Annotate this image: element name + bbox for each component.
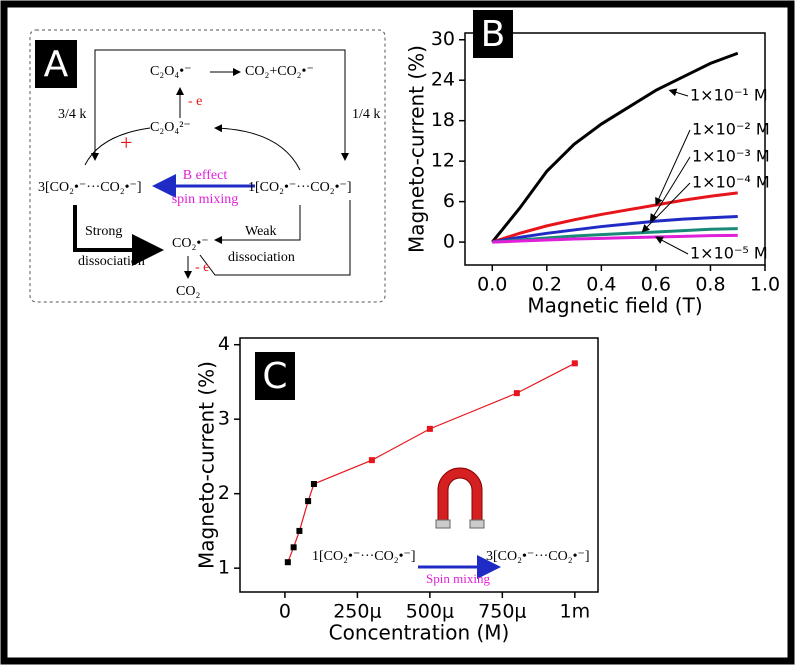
x-tick-label: 750μ [478,601,526,623]
label: - e [188,94,202,109]
arrow [214,124,301,171]
data-point [305,498,312,505]
label: - e [195,260,209,275]
y-tick-label: 12 [431,150,455,172]
data-point [368,457,375,464]
y-tick-label: 0 [443,231,455,253]
data-line [492,233,738,244]
series-label: 1×10⁻⁴ M [692,173,770,192]
label: Weak [245,224,277,239]
x-tick-label: 1.0 [750,274,780,296]
panel-label-box [35,40,77,88]
panel-label: C [262,356,287,397]
node: CO₂+CO₂•⁻ [245,64,314,79]
label: spin mixing [172,192,239,207]
panel-label: B [481,14,506,55]
axes-frame [464,32,766,266]
inset-label: 3[CO₂•⁻···CO₂•⁻] [486,549,590,564]
arrow [84,127,151,166]
x-tick-label: 0.2 [532,274,562,296]
y-tick-label: 30 [431,28,455,50]
data-line [492,227,738,244]
data-point [571,360,578,367]
x-tick-label: 250μ [333,601,381,623]
x-tick-label: 0 [279,601,291,623]
annotation-arrow [649,156,691,223]
blocked: + [120,130,132,155]
data-line [491,51,739,244]
series-label: 1×10⁻² M [692,120,770,139]
y-tick-label: 18 [431,109,455,131]
data-line [492,214,738,244]
data-point [310,480,317,487]
data-line [491,191,738,244]
magnet [435,467,485,529]
x-tick-label: 0.4 [586,274,616,296]
node: C₂O₄•⁻ [150,64,192,79]
annotation-arrow [655,129,691,206]
label: 3/4 k [58,107,86,122]
data-point [290,544,297,551]
data-point [513,390,520,397]
x-tick-label: 0.6 [641,274,671,296]
x-tick-label: 0.0 [477,274,507,296]
node: CO₂ [176,284,200,299]
label: dissociation [78,254,145,269]
annotation-arrow [655,236,689,255]
label: B effect [183,168,228,183]
x-tick-label: 0.8 [695,274,725,296]
y-tick-label: 4 [218,333,230,355]
axes-frame [239,337,599,593]
x-axis-label: Concentration (M) [329,621,510,645]
label: 1/4 k [352,107,380,122]
label: dissociation [228,250,295,265]
data-point [296,527,303,534]
label: Strong [85,224,122,239]
y-axis-label: Magneto-current (%) [405,45,429,253]
series-label: 1×10⁻⁵ M [690,244,768,263]
y-tick-label: 2 [218,482,230,504]
node: 1[CO₂•⁻···CO₂•⁻] [248,180,352,195]
y-tick-label: 24 [431,69,455,91]
x-tick-label: 1m [560,601,591,623]
panel-a-box [29,29,386,303]
arrow [214,205,301,244]
annotation-arrow [668,88,689,97]
data-point [426,425,433,432]
series-label: 1×10⁻³ M [692,147,770,166]
inset-label: Spin mixing [426,571,490,586]
node: CO₂•⁻ [172,236,209,251]
x-axis-label: Magnetic field (T) [527,294,702,318]
y-tick-label: 3 [218,408,230,430]
inset-label: 1[CO₂•⁻···CO₂•⁻] [312,549,416,564]
x-tick-label: 500μ [406,601,454,623]
arrow [199,200,351,276]
y-tick-label: 1 [218,557,230,579]
panel-label-box [255,352,295,400]
arrow [73,205,164,266]
y-axis-label: Magneto-current (%) [195,361,219,569]
y-tick-label: 6 [443,190,455,212]
panel-label-box [473,10,513,58]
data-line [287,362,576,563]
node: 3[CO₂•⁻···CO₂•⁻] [38,180,142,195]
panel-label: A [44,44,69,85]
node: C₂O₄²⁻ [150,120,191,135]
data-point [284,559,291,566]
diagram: C₂O₄•⁻ CO₂+CO₂•⁻ - e C₂O₄²⁻ 3/4 k 1/4 k … [38,49,380,299]
series-label: 1×10⁻¹ M [690,86,768,105]
annotation-arrow [641,182,691,233]
